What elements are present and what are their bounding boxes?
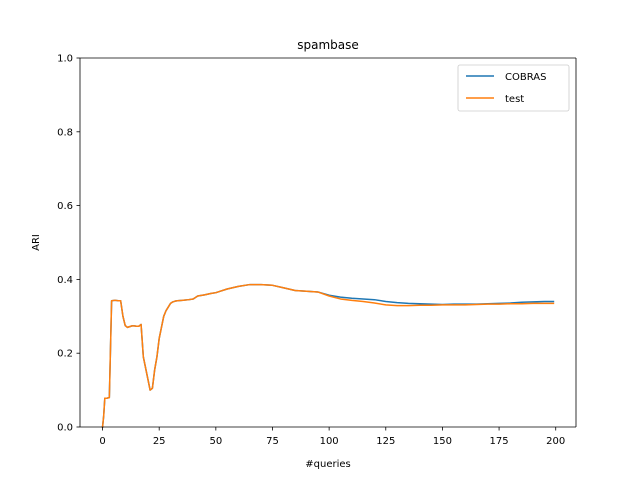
y-tick-label: 0.2 (57, 349, 73, 360)
x-tick-label: 0 (99, 436, 105, 447)
y-axis-ticks: 0.0 0.2 0.4 0.6 0.8 1.0 (57, 54, 80, 434)
x-tick-label: 50 (209, 436, 222, 447)
y-tick-label: 0.6 (57, 201, 73, 212)
x-tick-label: 175 (490, 436, 509, 447)
x-axis-ticks: 0 25 50 75 100 125 150 175 200 (99, 427, 565, 447)
axes-frame (79, 57, 577, 428)
y-tick-label: 0.8 (57, 127, 73, 138)
x-axis-label: #queries (305, 459, 350, 470)
series-layer (101, 283, 555, 428)
legend-label-cobras: COBRAS (505, 72, 546, 83)
x-tick-label: 125 (376, 436, 395, 447)
legend: COBRAS test (457, 64, 570, 112)
y-tick-label: 1.0 (57, 54, 73, 65)
plot-area (80, 58, 576, 427)
x-tick-label: 25 (153, 436, 166, 447)
x-tick-label: 75 (266, 436, 279, 447)
x-tick-label: 200 (546, 436, 565, 447)
x-tick-label: 100 (320, 436, 339, 447)
y-tick-label: 0.4 (57, 275, 73, 286)
legend-label-test: test (505, 94, 524, 105)
y-tick-label: 0.0 (57, 423, 73, 434)
y-axis-label: ARI (31, 234, 42, 251)
x-tick-label: 150 (433, 436, 452, 447)
chart-title: spambase (297, 38, 359, 52)
series-line-test (101, 283, 555, 428)
